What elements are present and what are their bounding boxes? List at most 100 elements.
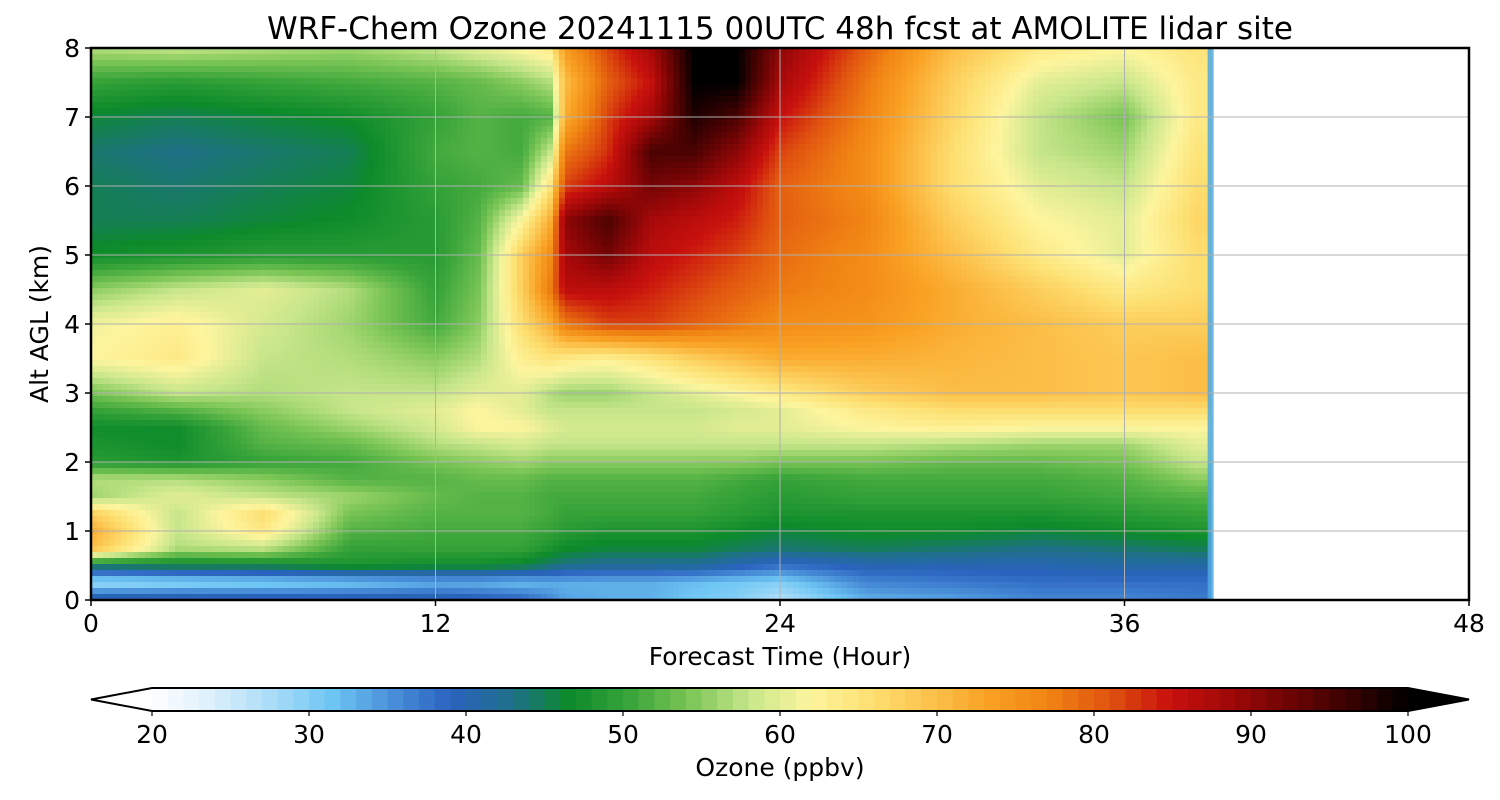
heatmap-cell	[241, 582, 248, 589]
heatmap-cell	[355, 162, 362, 169]
heatmap-cell	[115, 408, 122, 415]
heatmap-cell	[121, 474, 128, 481]
heatmap-cell	[379, 564, 386, 571]
heatmap-cell	[199, 510, 206, 517]
heatmap-cell	[259, 372, 266, 379]
heatmap-cell	[343, 144, 350, 151]
heatmap-cell	[181, 132, 188, 139]
heatmap-cell	[157, 348, 164, 355]
heatmap-cell	[343, 54, 350, 61]
heatmap-cell	[277, 90, 284, 97]
heatmap-cell	[247, 78, 254, 85]
heatmap-cell	[217, 438, 224, 445]
heatmap-cell	[265, 462, 272, 469]
heatmap-cell	[295, 78, 302, 85]
heatmap-cell	[361, 486, 368, 493]
heatmap-cell	[367, 66, 374, 73]
heatmap-cell	[115, 438, 122, 445]
heatmap-cell	[331, 498, 338, 505]
heatmap-cell	[211, 498, 218, 505]
heatmap-cell	[145, 240, 152, 247]
heatmap-cell	[205, 420, 212, 427]
heatmap-cell	[277, 168, 284, 175]
heatmap-cell	[289, 90, 296, 97]
heatmap-cell	[373, 228, 380, 235]
heatmap-cell	[277, 204, 284, 211]
heatmap-cell	[199, 132, 206, 139]
heatmap-cell	[127, 222, 134, 229]
heatmap-cell	[211, 126, 218, 133]
heatmap-cell	[169, 336, 176, 343]
heatmap-cell	[115, 90, 122, 97]
heatmap-cell	[319, 546, 326, 553]
heatmap-cell	[313, 492, 320, 499]
heatmap-cell	[373, 138, 380, 145]
chart-title: WRF-Chem Ozone 20241115 00UTC 48h fcst a…	[267, 11, 1293, 47]
heatmap-cell	[187, 240, 194, 247]
heatmap-cell	[409, 468, 416, 475]
heatmap-cell	[361, 192, 368, 199]
heatmap-cell	[145, 276, 152, 283]
heatmap-cell	[193, 486, 200, 493]
heatmap-cell	[211, 540, 218, 547]
heatmap-cell	[187, 204, 194, 211]
heatmap-cell	[271, 288, 278, 295]
heatmap-cell	[109, 144, 116, 151]
heatmap-cell	[157, 558, 164, 565]
heatmap-cell	[163, 480, 170, 487]
heatmap-cell	[259, 570, 266, 577]
heatmap-cell	[151, 486, 158, 493]
heatmap-cell	[133, 348, 140, 355]
heatmap-cell	[139, 510, 146, 517]
heatmap-cell	[247, 462, 254, 469]
heatmap-cell	[163, 132, 170, 139]
heatmap-cell	[301, 330, 308, 337]
heatmap-cell	[391, 372, 398, 379]
heatmap-cell	[367, 588, 374, 595]
heatmap-cell	[283, 312, 290, 319]
heatmap-cell	[109, 210, 116, 217]
heatmap-cell	[229, 216, 236, 223]
heatmap-cell	[235, 138, 242, 145]
heatmap-cell	[229, 96, 236, 103]
heatmap-cell	[349, 66, 356, 73]
heatmap-cell	[127, 588, 134, 595]
heatmap-cell	[361, 378, 368, 385]
heatmap-cell	[115, 144, 122, 151]
heatmap-cell	[379, 576, 386, 583]
heatmap-cell	[241, 96, 248, 103]
heatmap-cell	[271, 330, 278, 337]
heatmap-cell	[271, 438, 278, 445]
heatmap-cell	[325, 210, 332, 217]
heatmap-cell	[133, 198, 140, 205]
heatmap-cell	[319, 216, 326, 223]
heatmap-cell	[301, 516, 308, 523]
heatmap-cell	[355, 102, 362, 109]
heatmap-cell	[187, 84, 194, 91]
heatmap-cell	[229, 366, 236, 373]
heatmap-cell	[217, 564, 224, 571]
heatmap-cell	[223, 276, 230, 283]
heatmap-cell	[109, 60, 116, 67]
heatmap-cell	[97, 96, 104, 103]
heatmap-cell	[145, 72, 152, 79]
heatmap-cell	[121, 144, 128, 151]
heatmap-cell	[391, 312, 398, 319]
heatmap-cell	[349, 72, 356, 79]
heatmap-cell	[301, 396, 308, 403]
heatmap-cell	[181, 216, 188, 223]
heatmap-cell	[139, 582, 146, 589]
heatmap-cell	[379, 414, 386, 421]
heatmap-cell	[163, 282, 170, 289]
heatmap-cell	[403, 312, 410, 319]
heatmap-cell	[127, 90, 134, 97]
heatmap-cell	[163, 144, 170, 151]
heatmap-cell	[397, 522, 404, 529]
heatmap-cell	[181, 126, 188, 133]
heatmap-cell	[109, 228, 116, 235]
heatmap-cell	[313, 330, 320, 337]
heatmap-cell	[409, 414, 416, 421]
heatmap-cell	[211, 78, 218, 85]
heatmap-cell	[325, 462, 332, 469]
heatmap-cell	[103, 462, 110, 469]
